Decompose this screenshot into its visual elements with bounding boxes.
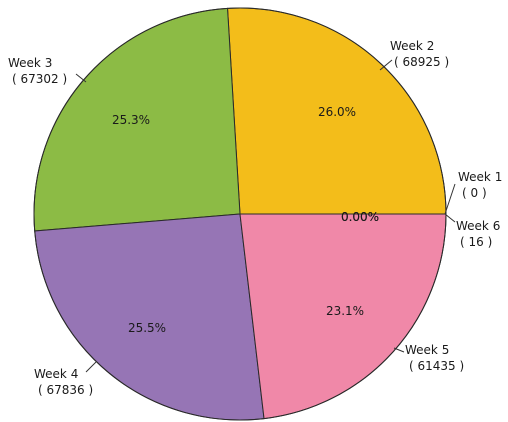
pie-slice-value-week-6: ( 16 ) xyxy=(460,235,492,249)
pie-percent-label-week-5: 23.1% xyxy=(326,304,364,318)
pie-leader-line-week-5 xyxy=(393,347,405,353)
pie-leader-line-week-4 xyxy=(85,361,97,373)
pie-slice-name-week-5: Week 5 xyxy=(405,343,449,357)
pie-percent-label-week-4: 25.5% xyxy=(128,321,166,335)
pie-leader-line-week-2 xyxy=(379,59,393,71)
pie-leader-line-week-3 xyxy=(75,73,87,83)
pie-slice-name-week-4: Week 4 xyxy=(34,367,78,381)
pie-percent-label-week-3: 25.3% xyxy=(112,113,150,127)
pie-outline xyxy=(33,7,447,421)
pie-leader-line-week-6 xyxy=(444,213,456,223)
pie-slice-name-week-1: Week 1 xyxy=(458,170,502,184)
pie-slice-value-week-2: ( 68925 ) xyxy=(394,55,449,69)
pie-leader-line-week-1 xyxy=(444,183,456,215)
pie-percent-label-week-6: 0.00% xyxy=(341,210,379,224)
pie-slice-value-week-4: ( 67836 ) xyxy=(38,383,93,397)
pie-percent-label-week-2: 26.0% xyxy=(318,105,356,119)
pie-slices xyxy=(33,7,447,421)
pie-percent-label-week-1: 0.00% xyxy=(341,210,379,224)
pie-percent-labels: 0.00%0.00%26.0%25.3%25.5%23.1% xyxy=(112,105,379,335)
pie-slice-name-week-2: Week 2 xyxy=(390,39,434,53)
pie-slice-name-week-3: Week 3 xyxy=(8,56,52,70)
pie-external-labels: Week 1 ( 0 ) Week 6 ( 16 ) Week 2 ( 68925 ) We… xyxy=(8,39,502,397)
pie-slice-name-week-6: Week 6 xyxy=(456,219,500,233)
pie-slice-value-week-1: ( 0 ) xyxy=(462,186,487,200)
pie-slice-value-week-3: ( 67302 ) xyxy=(12,72,67,86)
pie-slice-value-week-5: ( 61435 ) xyxy=(409,359,464,373)
